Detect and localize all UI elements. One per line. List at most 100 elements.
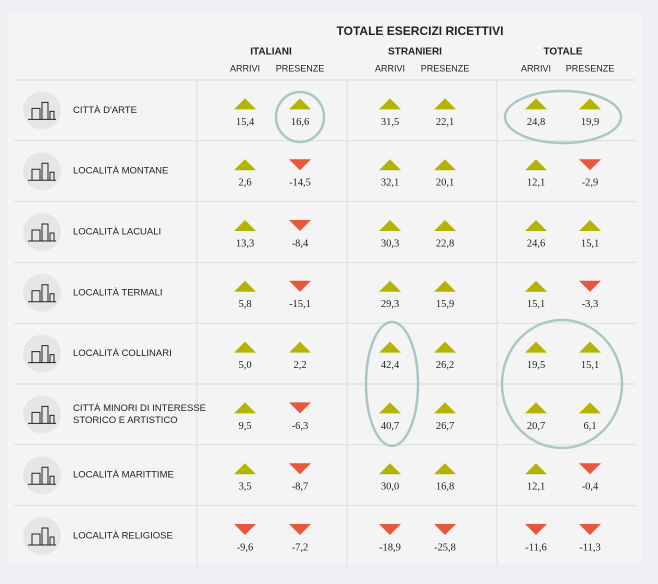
row-icon-drawing [28,162,56,181]
highlight [500,318,624,450]
cell-value: 30,3 [381,238,399,249]
subheader: PRESENZE [276,63,325,73]
up-arrow [525,220,547,231]
cell-value: 5,8 [238,299,251,310]
down-arrow [579,280,601,292]
up-arrow [434,280,456,292]
cell-value: 15,1 [581,238,599,249]
up-arrow [234,280,256,292]
cell-value: 12,1 [527,178,545,189]
up-arrow [525,463,547,475]
subheader: ARRIVI [230,63,260,73]
up-arrow [379,280,401,292]
up-arrow [579,341,601,353]
up-arrow [234,98,256,110]
up-arrow [434,98,456,110]
up-arrow [379,98,401,110]
cell-value: 31,5 [381,117,399,128]
row-label: STORICO E ARTISTICO [73,415,178,426]
down-arrow [525,524,547,535]
up-arrow [234,463,256,475]
cell-value: 15,4 [236,117,255,128]
down-arrow [289,159,311,171]
up-arrow [434,341,456,353]
up-arrow [379,341,401,353]
cell-value: 42,4 [381,360,400,371]
up-arrow [434,159,456,171]
cell-value: -9,6 [237,542,254,553]
up-arrow [434,402,456,414]
down-arrow [434,524,456,535]
row-label: LOCALITÀ MONTANE [73,166,168,177]
down-arrow [289,402,311,414]
cell-value: -3,3 [582,299,599,310]
down-arrow [289,463,311,475]
up-arrow [579,220,601,231]
cell-value: 3,5 [238,482,251,493]
up-arrow [525,341,547,353]
up-arrow [525,402,547,414]
cell-value: 2,2 [293,360,306,371]
row-icon-drawing [28,405,56,424]
up-arrow [379,463,401,475]
highlight [503,89,623,145]
up-arrow [289,341,311,353]
row-icon-drawing [28,101,56,120]
cell-value: 20,1 [436,178,454,189]
cell-value: 29,3 [381,299,399,310]
cell-value: 24,6 [527,238,545,249]
cell-value: -0,4 [582,482,599,493]
cell-value: 19,9 [581,117,599,128]
cell-value: -15,1 [289,299,311,310]
up-arrow [525,98,547,110]
highlight [364,320,420,448]
group-header: STRANIERI [388,47,442,58]
cell-value: 30,0 [381,482,399,493]
row-icon-drawing [28,223,56,242]
up-arrow [234,220,256,231]
cell-value: -8,4 [292,238,309,249]
up-arrow [234,402,256,414]
down-arrow [579,524,601,535]
row-label: LOCALITÀ MARITTIME [73,470,174,481]
cell-value: -14,5 [289,178,311,189]
subheader: ARRIVI [375,63,405,73]
up-arrow [579,98,601,110]
up-arrow [379,402,401,414]
highlight [274,90,326,144]
cell-value: 19,5 [527,360,545,371]
up-arrow [234,341,256,353]
down-arrow [379,524,401,535]
cell-value: 24,8 [527,117,545,128]
down-arrow [579,463,601,475]
cell-value: 20,7 [527,421,545,432]
cell-value: -11,3 [579,542,600,553]
cell-value: 32,1 [381,178,399,189]
up-arrow [579,402,601,414]
row-icon-drawing [28,466,56,485]
up-arrow [525,159,547,171]
cell-value: -18,9 [379,542,401,553]
cell-value: 16,6 [291,117,309,128]
up-arrow [289,98,311,110]
cell-value: 6,1 [583,421,596,432]
cell-value: 2,6 [238,178,251,189]
row-label: LOCALITÀ COLLINARI [73,348,172,359]
cell-value: 15,9 [436,299,454,310]
cell-value: 22,1 [436,117,454,128]
cell-value: 9,5 [238,421,251,432]
row-icon-drawing [28,527,56,546]
row-label: LOCALITÀ LACUALI [73,227,161,238]
cell-value: 22,8 [436,238,454,249]
cell-value: 15,1 [581,360,599,371]
cell-value: 40,7 [381,421,399,432]
cell-value: 13,3 [236,238,254,249]
cell-value: 16,8 [436,482,454,493]
card [8,12,642,564]
cell-value: -2,9 [582,178,599,189]
cell-value: 26,2 [436,360,454,371]
subheader: ARRIVI [521,63,551,73]
cell-value: -7,2 [292,542,309,553]
down-arrow [289,220,311,231]
